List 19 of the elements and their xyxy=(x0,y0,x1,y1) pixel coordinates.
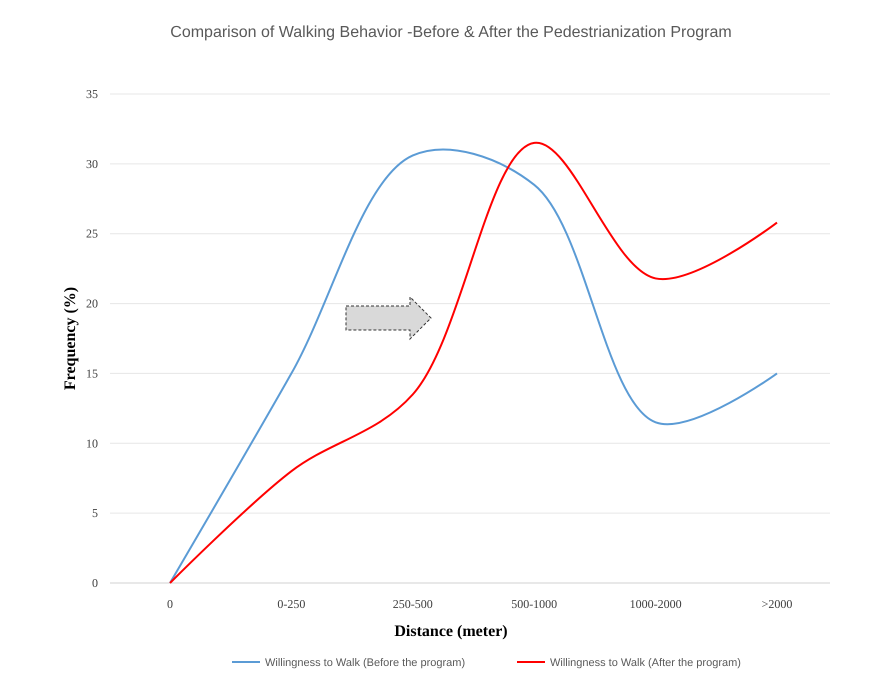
legend-label: Willingness to Walk (After the program) xyxy=(550,657,741,669)
legend-label: Willingness to Walk (Before the program) xyxy=(265,657,466,669)
x-tick-label: >2000 xyxy=(762,597,792,611)
x-tick-label: 500-1000 xyxy=(511,597,558,611)
y-tick-label: 5 xyxy=(92,506,98,520)
x-axis-title: Distance (meter) xyxy=(394,623,508,640)
y-tick-label: 10 xyxy=(86,436,98,450)
y-tick-label: 25 xyxy=(86,226,98,241)
y-tick-label: 0 xyxy=(92,576,98,590)
chart-title: Comparison of Walking Behavior -Before & After the Pedestrianization Program xyxy=(170,24,732,41)
y-tick-label: 30 xyxy=(86,156,98,171)
x-tick-label: 0 xyxy=(167,597,173,611)
y-axis-title: Frequency (%) xyxy=(62,286,79,390)
x-tick-label: 0-250 xyxy=(277,597,306,611)
x-tick-label: 250-500 xyxy=(392,597,433,611)
x-tick-label: 1000-2000 xyxy=(630,597,682,611)
y-tick-label: 15 xyxy=(86,366,98,380)
y-tick-label: 35 xyxy=(86,87,98,101)
y-tick-label: 20 xyxy=(86,296,98,311)
